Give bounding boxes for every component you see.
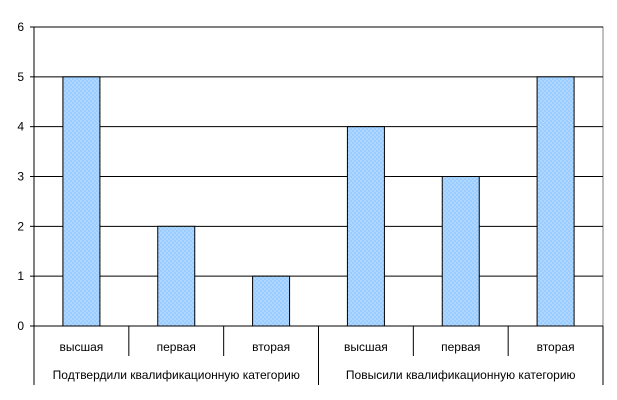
x-category-label: первая bbox=[441, 340, 480, 354]
axes bbox=[30, 26, 604, 385]
bar bbox=[252, 275, 291, 327]
x-group-label: Подтвердили квалификационную категорию bbox=[53, 368, 300, 382]
y-tick-label: 4 bbox=[17, 120, 24, 134]
bars bbox=[62, 76, 575, 327]
y-tick-label: 2 bbox=[17, 219, 24, 233]
y-tick-label: 3 bbox=[17, 170, 24, 184]
x-category-label: высшая bbox=[344, 340, 388, 354]
x-axis-category-labels: высшая первая вторая высшая первая вторая bbox=[60, 340, 575, 354]
gridlines bbox=[34, 26, 603, 277]
bar bbox=[346, 126, 385, 327]
x-group-label: Повысили квалификационную категорию bbox=[346, 368, 576, 382]
bar bbox=[157, 225, 196, 327]
y-tick-label: 5 bbox=[17, 70, 24, 84]
x-category-label: вторая bbox=[537, 340, 575, 354]
x-category-label: вторая bbox=[252, 340, 290, 354]
x-category-label: первая bbox=[157, 340, 196, 354]
y-tick-label: 6 bbox=[17, 20, 24, 34]
x-category-label: высшая bbox=[60, 340, 104, 354]
bar bbox=[536, 76, 575, 327]
bar bbox=[441, 176, 480, 327]
y-axis-tick-labels: 0 1 2 3 4 5 6 bbox=[17, 20, 24, 333]
x-axis-group-labels: Подтвердили квалификационную категорию По… bbox=[53, 368, 576, 382]
y-tick-label: 1 bbox=[17, 269, 24, 283]
bar bbox=[62, 76, 101, 327]
y-tick-label: 0 bbox=[17, 319, 24, 333]
